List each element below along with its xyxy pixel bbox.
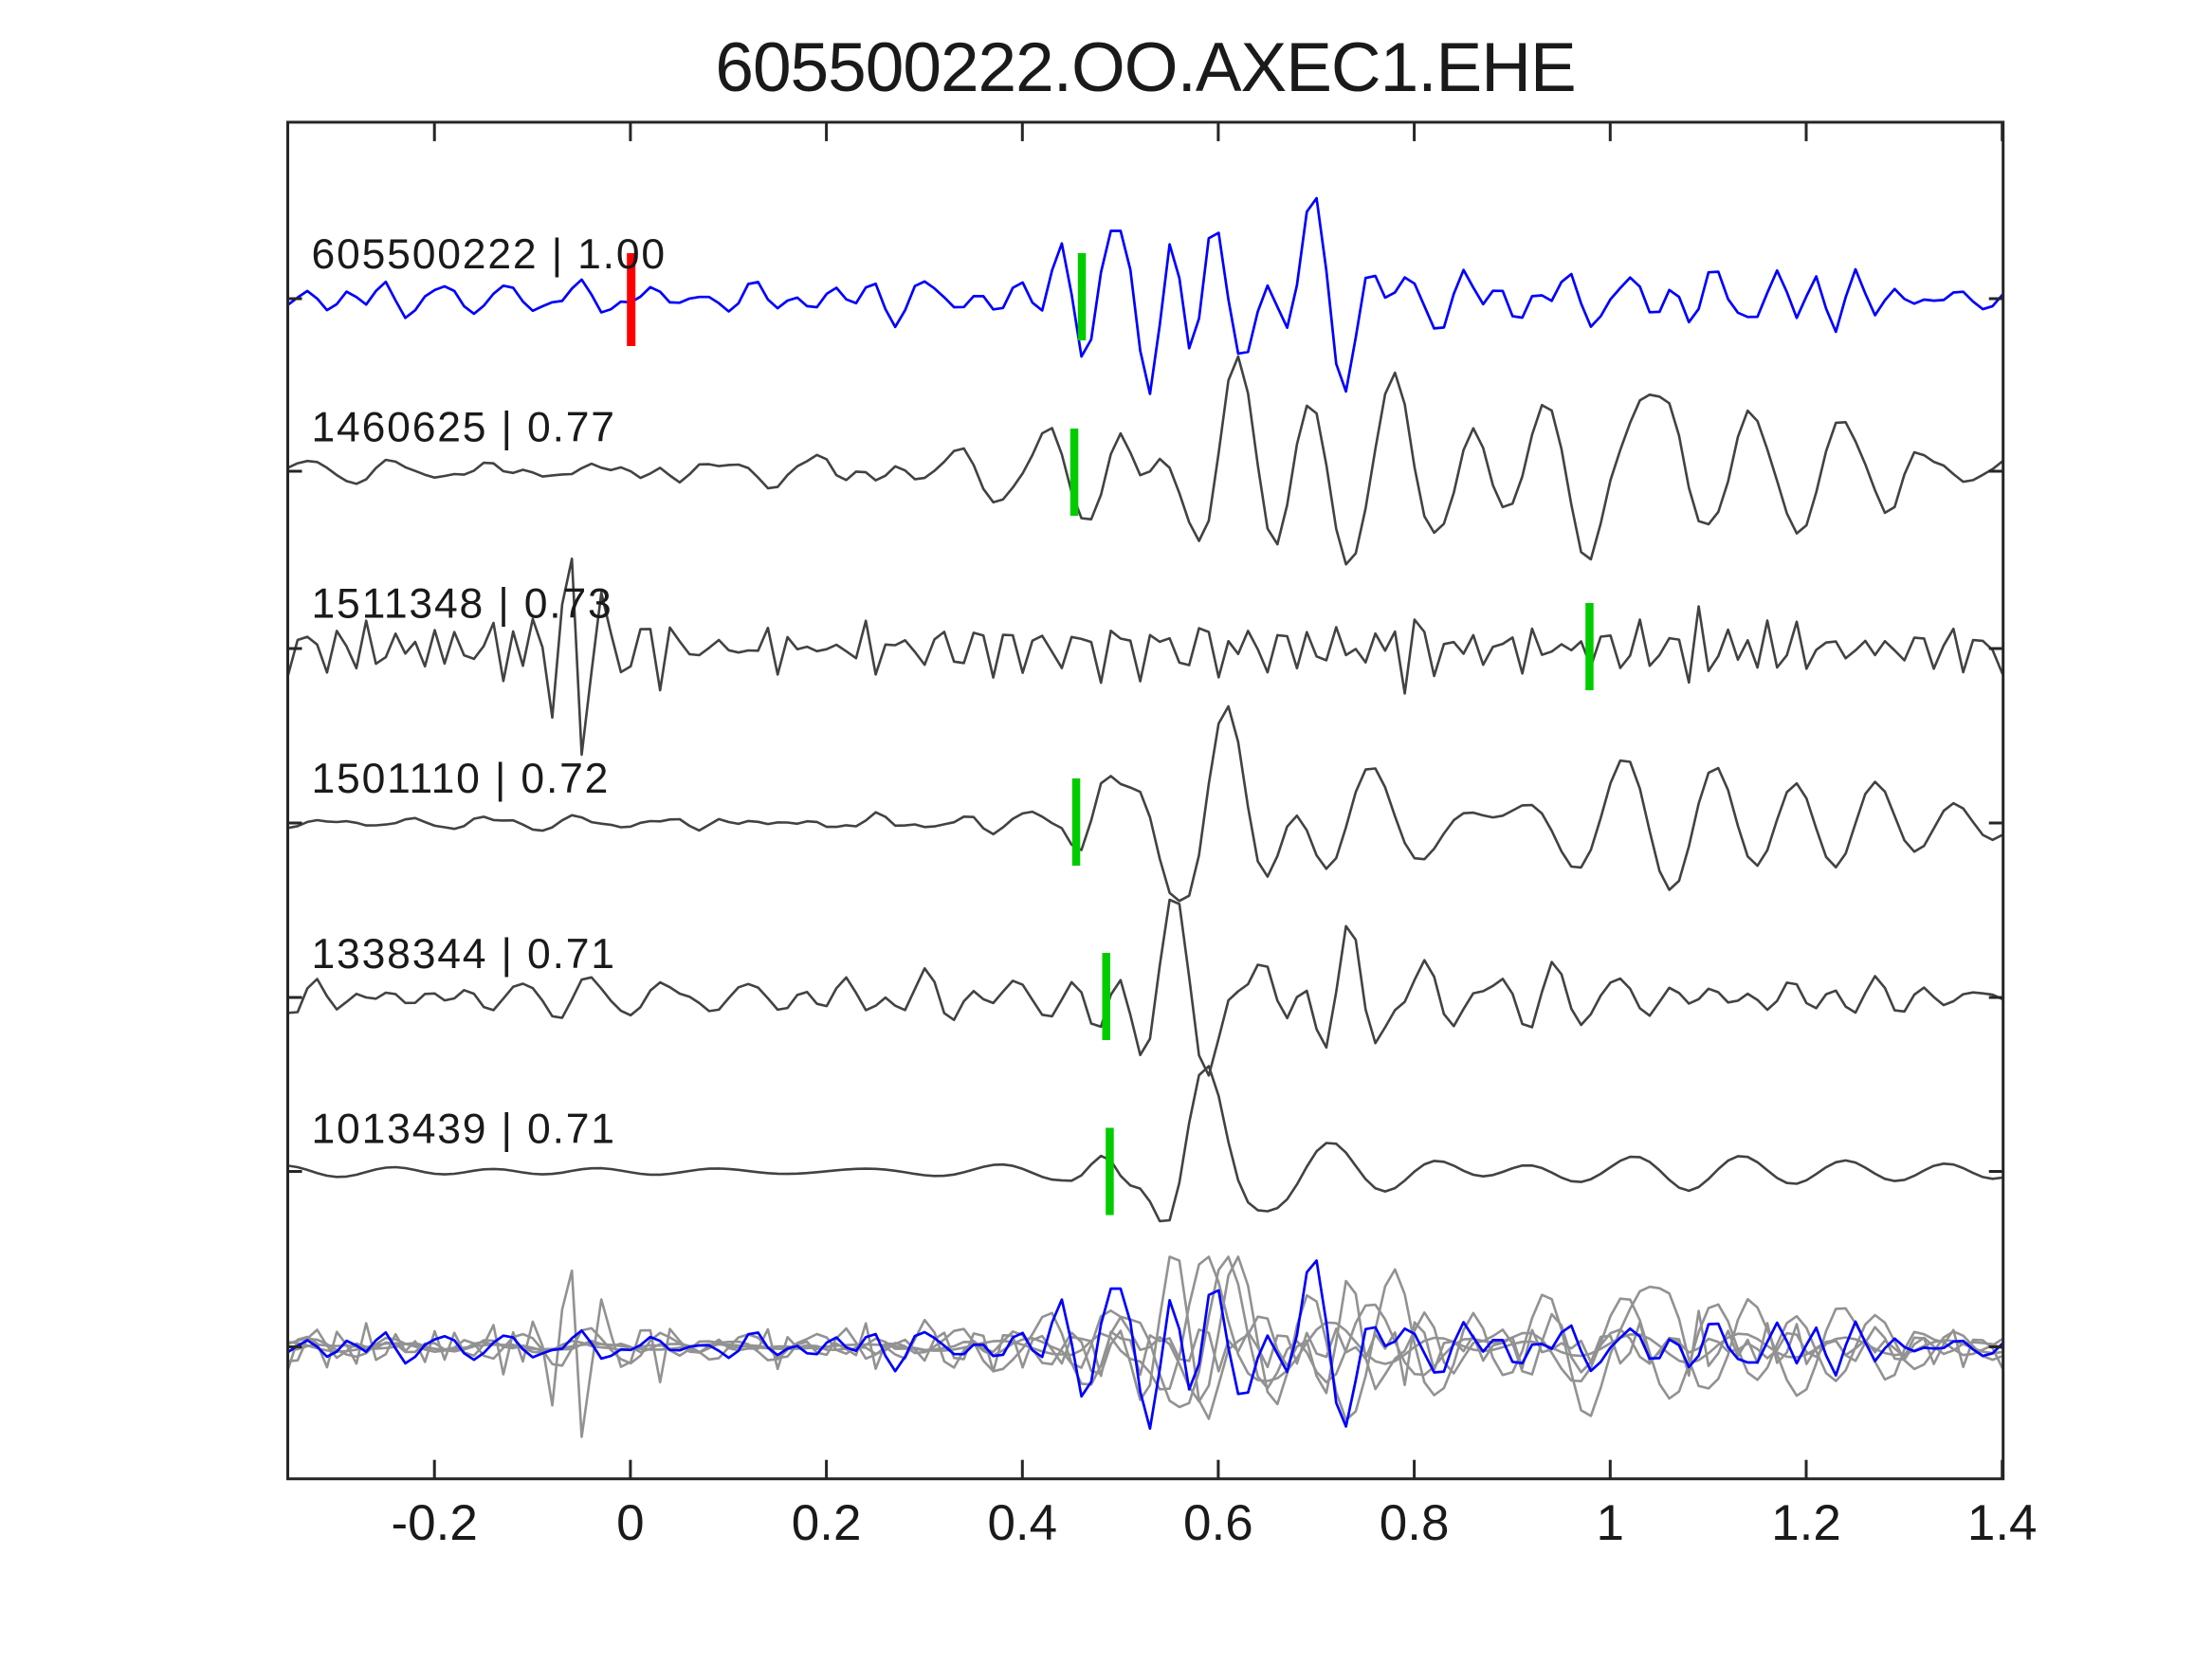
- svg-text:1.2: 1.2: [1771, 1495, 1841, 1551]
- svg-text:-0.2: -0.2: [392, 1495, 478, 1551]
- svg-text:1013439 | 0.71: 1013439 | 0.71: [312, 1106, 616, 1153]
- svg-text:1460625 | 0.77: 1460625 | 0.77: [312, 405, 616, 451]
- svg-text:1511348 | 0.73: 1511348 | 0.73: [312, 581, 613, 628]
- svg-text:605500222 | 1.00: 605500222 | 1.00: [312, 231, 667, 278]
- svg-text:605500222.OO.AXEC1.EHE: 605500222.OO.AXEC1.EHE: [715, 29, 1575, 106]
- svg-text:0.2: 0.2: [792, 1495, 862, 1551]
- svg-text:0: 0: [616, 1495, 644, 1551]
- svg-text:1.4: 1.4: [1967, 1495, 2038, 1551]
- svg-text:1338344 | 0.71: 1338344 | 0.71: [312, 931, 616, 978]
- svg-text:1501110 | 0.72: 1501110 | 0.72: [312, 756, 611, 802]
- svg-text:0.6: 0.6: [1183, 1495, 1253, 1551]
- svg-text:0.4: 0.4: [987, 1495, 1057, 1551]
- svg-text:1: 1: [1597, 1495, 1624, 1551]
- svg-text:0.8: 0.8: [1380, 1495, 1450, 1551]
